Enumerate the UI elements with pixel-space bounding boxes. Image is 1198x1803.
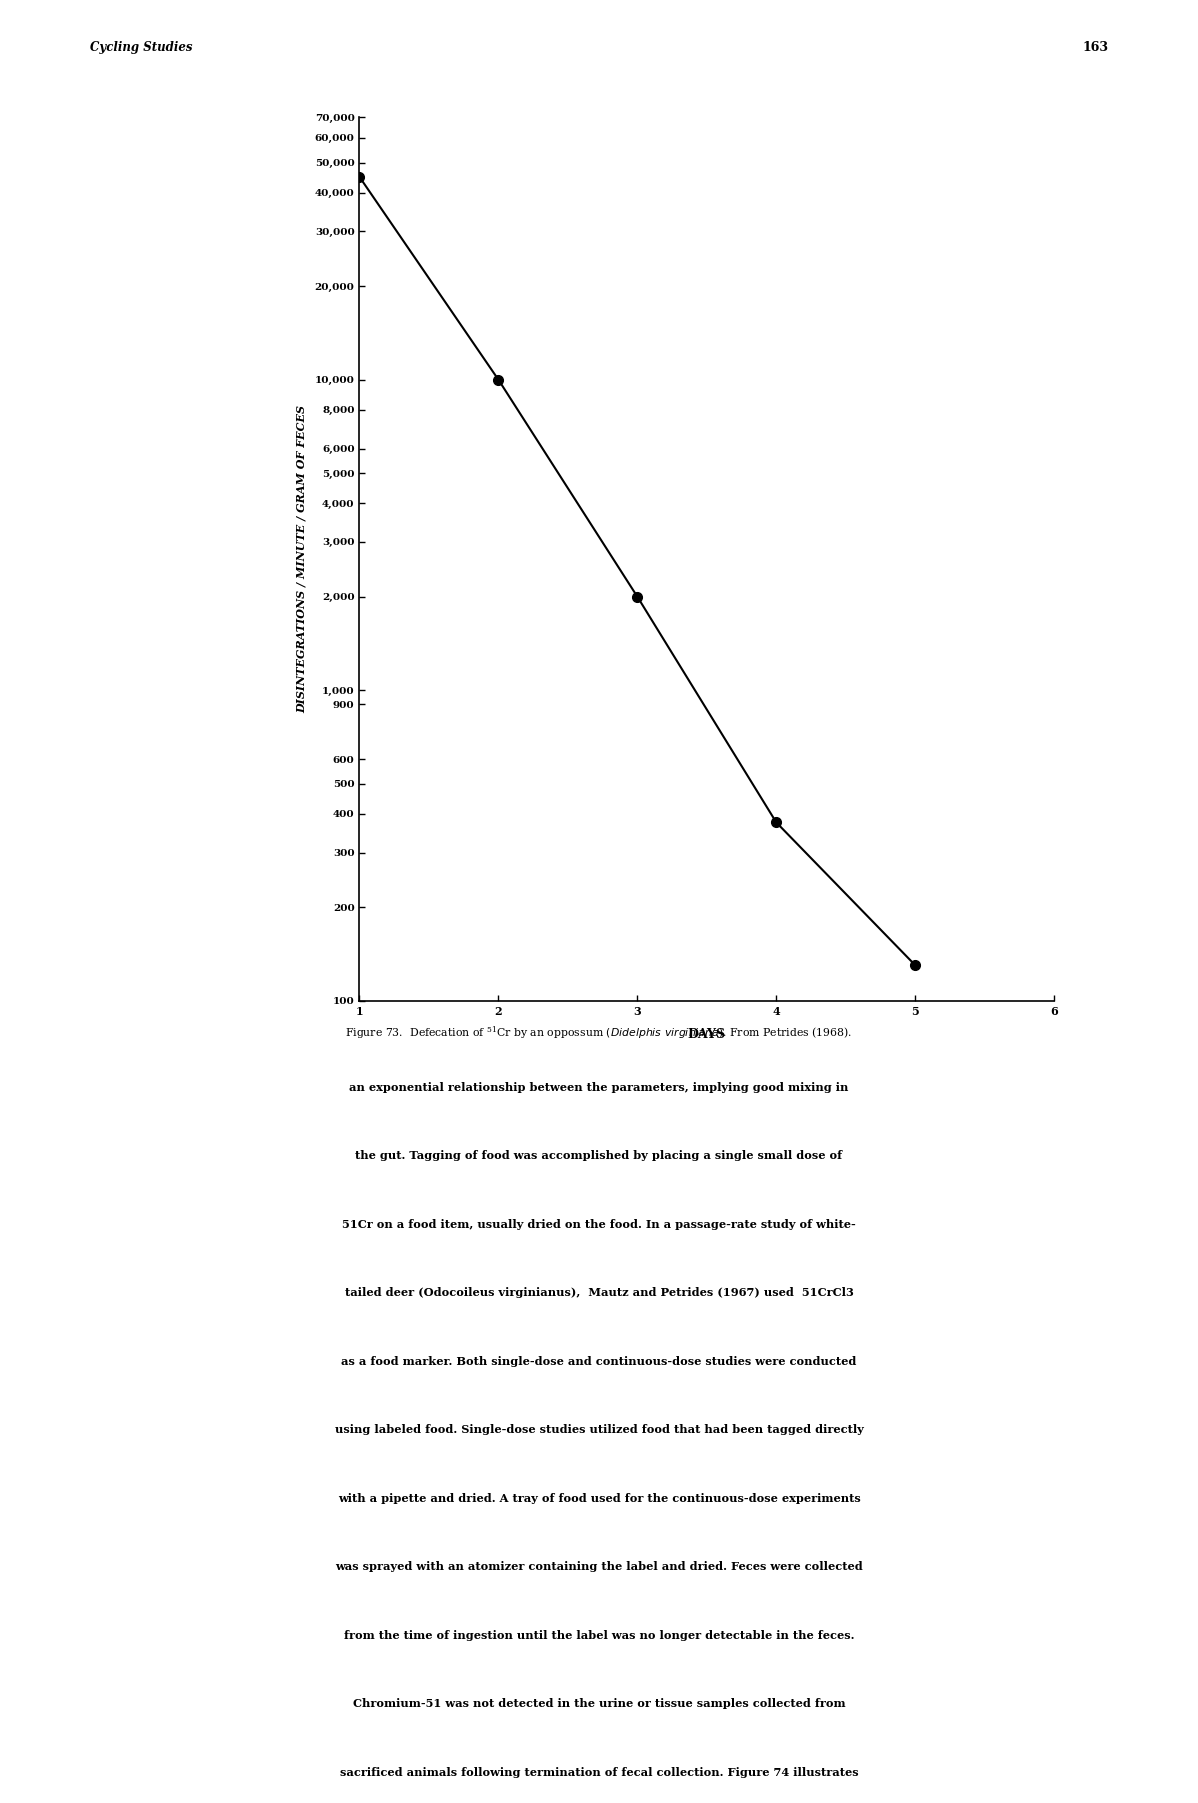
Text: 163: 163 xyxy=(1082,41,1108,54)
Text: was sprayed with an atomizer containing the label and dried. Feces were collecte: was sprayed with an atomizer containing … xyxy=(335,1561,863,1572)
Text: the gut. Tagging of food was accomplished by placing a single small dose of: the gut. Tagging of food was accomplishe… xyxy=(356,1150,842,1161)
Text: tailed deer (Odocoileus virginianus),  Mautz and Petrides (1967) used  51CrCl3: tailed deer (Odocoileus virginianus), Ma… xyxy=(345,1287,853,1298)
Text: an exponential relationship between the parameters, implying good mixing in: an exponential relationship between the … xyxy=(350,1082,848,1093)
X-axis label: DAYS: DAYS xyxy=(688,1028,726,1040)
Text: using labeled food. Single-dose studies utilized food that had been tagged direc: using labeled food. Single-dose studies … xyxy=(334,1424,864,1435)
Text: from the time of ingestion until the label was no longer detectable in the feces: from the time of ingestion until the lab… xyxy=(344,1630,854,1641)
Text: as a food marker. Both single-dose and continuous-dose studies were conducted: as a food marker. Both single-dose and c… xyxy=(341,1356,857,1367)
Text: Chromium-51 was not detected in the urine or tissue samples collected from: Chromium-51 was not detected in the urin… xyxy=(352,1698,846,1709)
Y-axis label: DISINTEGRATIONS / MINUTE / GRAM OF FECES: DISINTEGRATIONS / MINUTE / GRAM OF FECES xyxy=(296,406,307,712)
Text: Cycling Studies: Cycling Studies xyxy=(90,41,193,54)
Text: Figure 73.  Defecation of $\mathregular{{}^{51}}$Cr by an oppossum $\it{(Didelph: Figure 73. Defecation of $\mathregular{{… xyxy=(345,1024,853,1040)
Text: 51Cr on a food item, usually dried on the food. In a passage-rate study of white: 51Cr on a food item, usually dried on th… xyxy=(343,1219,855,1230)
Text: sacrificed animals following termination of fecal collection. Figure 74 illustra: sacrificed animals following termination… xyxy=(340,1767,858,1778)
Text: with a pipette and dried. A tray of food used for the continuous-dose experiment: with a pipette and dried. A tray of food… xyxy=(338,1493,860,1504)
